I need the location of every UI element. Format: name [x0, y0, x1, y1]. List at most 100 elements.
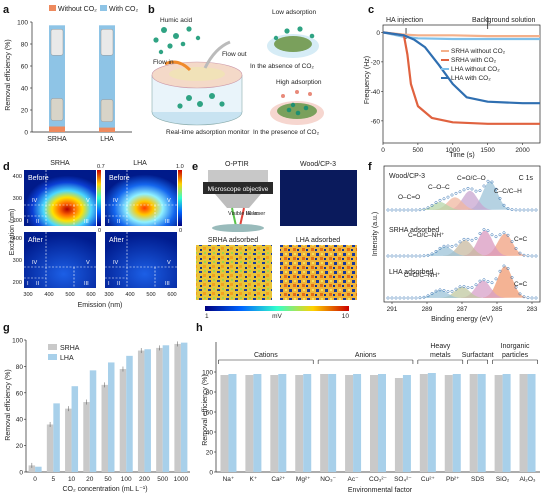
- panel-f-ylabel: Intensity (a.u.): [372, 212, 379, 256]
- panel-d: d SRHA LHA Excitation (nm) Emission (nm): [3, 160, 184, 309]
- h-xtick-label: Mg²⁺: [296, 476, 311, 483]
- panel-c-letter: c: [368, 4, 374, 16]
- lha-adsorbed-label: LHA adsorbed: [296, 237, 340, 244]
- panel-b-letter: b: [148, 4, 155, 16]
- panel-b: b Humic acid Flow in Flow out Real-time …: [148, 4, 324, 136]
- f-data-point: [410, 296, 414, 300]
- f-spectrum-title: Wood/CP-3: [389, 173, 425, 180]
- d-xtick-label: 300: [104, 292, 113, 298]
- g-ytick-label: 0: [19, 470, 23, 477]
- optir-srha-map: [196, 245, 272, 300]
- g-xtick-label: 200: [139, 476, 150, 483]
- h-bar-srha: [469, 374, 478, 472]
- panel-d-letter: d: [3, 161, 10, 173]
- d-region-I: I: [108, 219, 110, 225]
- f-peak-label: C–O–C: [428, 184, 450, 191]
- d-region-IV: IV: [32, 198, 38, 204]
- a-vial-top: [100, 29, 114, 56]
- h-bar-srha: [320, 374, 329, 472]
- f-data-point: [434, 249, 438, 253]
- h-bar-lha: [228, 374, 237, 472]
- background-label: Background solution: [472, 17, 536, 24]
- f-data-point: [526, 296, 530, 300]
- h-bar-lha: [278, 374, 287, 472]
- g-ytick-label: 60: [16, 390, 24, 397]
- d-region-V: V: [167, 260, 171, 266]
- f-data-point: [402, 296, 406, 300]
- g-legend-label: SRHA: [60, 345, 80, 352]
- legend-without: Without CO₂: [58, 6, 97, 13]
- objective-label: Microscope objective: [208, 186, 269, 193]
- f-xtick-label: 289: [422, 306, 433, 313]
- f-data-point: [442, 244, 446, 248]
- f-data-point: [398, 296, 402, 300]
- f-data-point: [430, 252, 434, 256]
- d-region-III: III: [165, 281, 170, 287]
- d-xtick-label: 600: [167, 292, 176, 298]
- f-data-point: [534, 296, 538, 300]
- f-data-point: [482, 228, 486, 232]
- h-xtick-label: NO₃⁻: [320, 476, 336, 483]
- g-bar-srha: [137, 350, 145, 472]
- c-ytick-label: -40: [371, 89, 381, 96]
- f-data-point: [390, 296, 394, 300]
- f-data-point: [510, 240, 514, 244]
- h-xtick-label: CO₃²⁻: [369, 476, 388, 483]
- h-bar-srha: [370, 375, 378, 472]
- h-bar-srha: [220, 375, 229, 472]
- a-ytick-label: 100: [17, 20, 28, 27]
- f-data-point: [490, 233, 494, 237]
- g-legend-swatch: [48, 344, 57, 350]
- f-data-point: [458, 240, 462, 244]
- d-xtick-label: 400: [125, 292, 134, 298]
- f-data-point: [474, 189, 478, 193]
- ir-laser-label: IR laser: [246, 211, 265, 217]
- h-group-label: metals: [430, 352, 451, 359]
- high-adsorption-label: High adsorption: [276, 79, 322, 86]
- flow-in-arrow: [164, 60, 192, 72]
- f-data-point: [418, 254, 422, 258]
- h-xtick-label: Cu²⁺: [421, 476, 435, 483]
- d-region-I: I: [27, 219, 29, 225]
- a-vial-bottom: [100, 99, 114, 122]
- f-xtick-label: 283: [527, 306, 538, 313]
- f-data-point: [522, 253, 526, 257]
- g-ytick-label: 20: [16, 443, 24, 450]
- f-peak-label: C=O/C–O: [457, 175, 486, 182]
- f-data-point: [514, 247, 518, 250]
- f-data-point: [498, 196, 502, 200]
- f-data-point: [518, 251, 522, 255]
- g-bar-srha: [119, 369, 127, 472]
- f-data-point: [462, 285, 466, 288]
- panel-h-xlabel: Environmental factor: [348, 487, 413, 494]
- f-data-point: [514, 285, 518, 289]
- d-ytick-label: 400: [13, 174, 22, 180]
- d-region-V: V: [86, 198, 90, 204]
- f-data-point: [402, 254, 406, 258]
- g-xtick-label: 500: [157, 476, 168, 483]
- f-data-point: [446, 195, 450, 199]
- flow-in-label: Flow in: [153, 59, 174, 66]
- f-data-point: [430, 292, 434, 295]
- f-spectrum-title: LHA adsorbed: [389, 269, 433, 276]
- f-peak: [440, 286, 484, 298]
- f-data-point: [446, 244, 450, 248]
- after-label-lha: After: [109, 237, 124, 244]
- a-ytick-label: 0: [24, 130, 28, 137]
- f-data-point: [454, 287, 458, 291]
- g-bar-lha: [53, 403, 60, 472]
- f-data-point: [522, 208, 526, 212]
- h-bar-srha: [295, 375, 304, 472]
- h-bar-srha: [419, 374, 428, 472]
- h-xtick-label: Ca²⁺: [271, 476, 285, 483]
- f-data-point: [450, 193, 454, 197]
- before-label-lha: Before: [109, 175, 130, 182]
- d-region-II: II: [36, 219, 40, 225]
- f-data-point: [418, 296, 422, 300]
- panel-h: h Removal efficiency (%) Environmental f…: [196, 322, 540, 494]
- f-data-point: [522, 295, 526, 299]
- f-data-point: [442, 197, 446, 201]
- f-data-point: [394, 254, 398, 258]
- g-bar-srha: [65, 408, 72, 472]
